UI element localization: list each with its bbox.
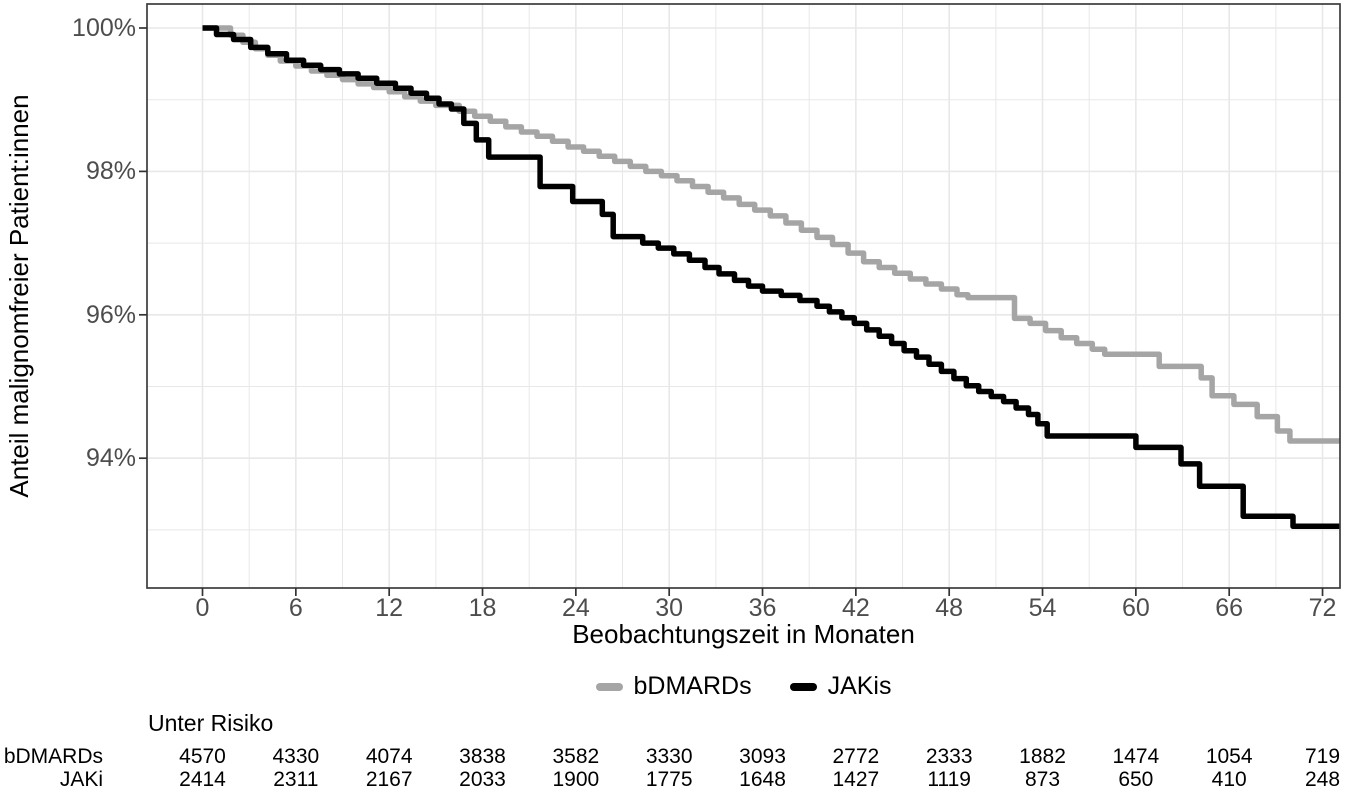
risk-row-label-jaki: JAKi [59,768,103,791]
risk-value-bdmards: 4570 [179,745,226,768]
risk-value-jaki: 2311 [273,768,319,791]
panel-border [146,3,1341,589]
legend: bDMARDs JAKis [147,672,1340,701]
risk-value-bdmards: 4074 [365,745,413,768]
risk-value-jaki: 873 [1024,768,1061,791]
y-axis-title: Anteil malignomfreier Patient:innen [4,94,34,498]
legend-item-jakis: JAKis [789,672,892,701]
risk-value-jaki: 1900 [552,768,600,791]
risk-row-label-bdmards: bDMARDs [3,745,103,768]
jakis-line-swatch-icon [789,682,817,691]
y-tick-label: 96% [85,300,136,329]
risk-value-bdmards: 1474 [1112,745,1160,768]
risk-value-bdmards: 1054 [1205,745,1253,768]
risk-value-bdmards: 3093 [739,745,786,768]
x-tick-label: 12 [375,594,404,622]
legend-label-jakis: JAKis [827,672,892,700]
x-tick-label: 42 [841,594,870,622]
x-tick-label: 18 [468,594,497,622]
x-tick-label: 24 [561,594,590,622]
risk-value-jaki: 2167 [365,768,413,791]
risk-value-bdmards: 3582 [552,745,600,768]
risk-value-bdmards: 2772 [832,745,880,768]
y-tick-label: 94% [85,444,136,473]
risk-value-jaki: 1648 [739,768,786,791]
risk-value-jaki: 1119 [927,768,971,791]
y-tick-label: 100% [72,14,136,42]
x-tick-label: 48 [935,594,964,622]
risk-value-bdmards: 4330 [272,745,320,768]
risk-value-jaki: 1775 [645,768,693,791]
x-tick-label: 60 [1121,594,1150,622]
risk-value-jaki: 1427 [832,768,880,791]
legend-item-bdmards: bDMARDs [595,672,752,701]
risk-value-bdmards: 2333 [925,745,973,768]
x-tick-label: 30 [655,594,684,622]
x-axis-title: Beobachtungszeit in Monaten [572,619,915,649]
risk-value-jaki: 248 [1305,768,1341,791]
x-tick-label: 36 [748,594,777,622]
bdmards-line-swatch-icon [595,682,623,691]
risk-value-bdmards: 3330 [645,745,693,768]
risk-value-bdmards: 719 [1305,745,1341,768]
risk-value-bdmards: 1882 [1019,745,1066,768]
risk-value-jaki: 2414 [179,768,226,791]
risk-table-title: Unter Risiko [148,710,274,736]
survival-curve-bdmards [202,25,1340,444]
plot-panel [147,4,1340,588]
y-tick-label: 98% [85,157,136,186]
survival-curve-jakis [202,25,1340,530]
risk-value-jaki: 650 [1118,768,1154,791]
x-tick-label: 72 [1308,594,1337,622]
risk-value-jaki: 410 [1211,768,1247,791]
risk-value-jaki: 2033 [459,768,506,791]
risk-value-bdmards: 3838 [459,745,506,768]
legend-label-bdmards: bDMARDs [633,672,752,700]
x-tick-label: 0 [195,594,210,622]
x-tick-label: 66 [1215,594,1244,622]
x-tick-label: 54 [1028,594,1057,622]
x-tick-label: 6 [288,594,303,622]
